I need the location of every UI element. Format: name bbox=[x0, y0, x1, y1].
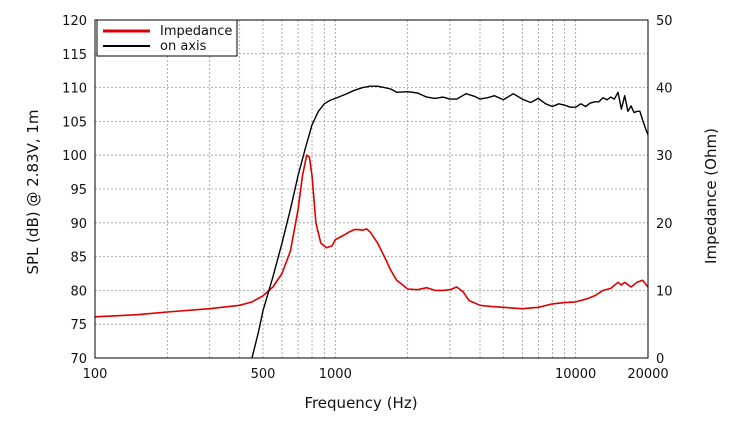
legend-box bbox=[96, 19, 238, 57]
series-line-impedance bbox=[94, 154, 649, 318]
legend-label-on-axis: on axis bbox=[160, 39, 207, 54]
y-tick-label: 100 bbox=[62, 149, 87, 164]
plot-frame bbox=[94, 19, 649, 359]
y2-tick-label: 10 bbox=[656, 284, 673, 299]
y2-tick-label: 30 bbox=[656, 149, 673, 164]
grid-lines bbox=[94, 19, 649, 359]
y2-tick-label: 20 bbox=[656, 217, 673, 232]
left-y-axis-title: SPL (dB) @ 2.83V, 1m bbox=[24, 109, 42, 274]
x-axis-ticks: 100 500 1000 10000 20000 bbox=[83, 367, 669, 382]
series-layer bbox=[94, 85, 649, 359]
x-tick-label: 500 bbox=[251, 367, 276, 382]
y-tick-label: 120 bbox=[62, 14, 87, 29]
x-axis-title: Frequency (Hz) bbox=[304, 394, 417, 412]
y-tick-label: 90 bbox=[70, 217, 87, 232]
series-line-on-axis bbox=[251, 85, 649, 359]
legend: Impedance on axis bbox=[96, 19, 238, 57]
x-tick-label: 1000 bbox=[319, 367, 352, 382]
y-tick-label: 70 bbox=[70, 352, 87, 367]
right-y-axis-title: Impedance (Ohm) bbox=[702, 128, 720, 264]
y-tick-label: 75 bbox=[70, 318, 87, 333]
y-tick-label: 95 bbox=[70, 183, 87, 198]
y-tick-label: 85 bbox=[70, 251, 87, 266]
x-tick-label: 20000 bbox=[627, 367, 668, 382]
x-tick-label: 100 bbox=[83, 367, 108, 382]
y2-tick-label: 0 bbox=[656, 352, 664, 367]
x-tick-label: 10000 bbox=[555, 367, 596, 382]
y2-tick-label: 40 bbox=[656, 82, 673, 97]
y-tick-label: 105 bbox=[62, 115, 87, 130]
left-y-axis-ticks: 70 75 80 85 90 95 100 105 110 115 120 bbox=[62, 14, 87, 367]
y-tick-label: 110 bbox=[62, 82, 87, 97]
y2-tick-label: 50 bbox=[656, 14, 673, 29]
y-tick-label: 115 bbox=[62, 48, 87, 63]
y-tick-label: 80 bbox=[70, 284, 87, 299]
right-y-axis-ticks: 0 10 20 30 40 50 bbox=[656, 14, 673, 367]
legend-label-impedance: Impedance bbox=[160, 24, 232, 39]
